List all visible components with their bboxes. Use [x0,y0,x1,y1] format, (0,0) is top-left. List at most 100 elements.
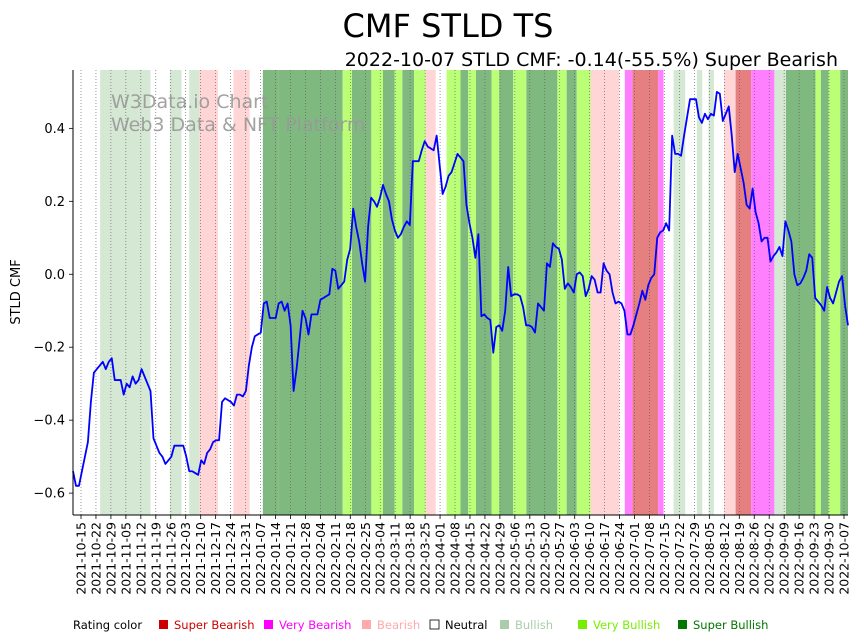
rating-band-18 [414,70,426,515]
x-tick-label: 2022-07-01 [627,522,642,595]
rating-band-19 [425,70,436,515]
watermark-line-1: W3Data.io Chart [111,91,268,113]
x-tick-label: 2021-12-03 [178,522,193,595]
x-tick-label: 2022-07-08 [642,522,657,595]
rating-band-50 [820,70,829,515]
rating-band-16 [394,70,403,515]
x-tick-label: 2022-02-25 [358,522,373,595]
legend-label: Neutral [445,618,487,632]
x-tick-label: 2022-04-22 [477,522,492,595]
x-tick-label: 2022-07-15 [657,522,672,595]
x-tick-label: 2022-08-05 [702,522,717,595]
x-tick-label: 2022-03-11 [388,522,403,595]
y-axis-label: STLD CMF [9,259,24,324]
x-tick-label: 2022-09-16 [792,522,807,595]
x-axis-ticks: 2021-10-15 2021-10-22 2021-10-29 2021-11-05… [74,515,852,595]
rating-band-35 [632,70,659,515]
rating-band-3 [169,70,182,515]
rating-band-28 [526,70,558,515]
legend-label: Bullish [515,618,553,632]
chart-subtitle: 2022-10-07 STLD CMF: -0.14(-55.5%) Super… [345,49,838,71]
rating-legend: Rating color Super Bearish Very Bearish Bea… [73,618,768,632]
chart-title: CMF STLD TS [343,7,554,45]
rating-band-11 [278,70,343,515]
legend-swatch [429,619,440,630]
rating-band-29 [557,70,567,515]
x-tick-label: 2022-03-04 [373,522,388,595]
x-tick-label: 2022-03-18 [403,522,418,595]
x-tick-label: 2022-06-17 [597,522,612,595]
rating-band-49 [815,70,821,515]
x-tick-label: 2021-12-31 [238,522,253,595]
legend-swatch [578,620,587,629]
y-axis-ticks: −0.6 −0.4 −0.2 0.0 0.2 0.4 [33,122,73,502]
rating-band-36 [658,70,664,515]
x-tick-label: 2022-04-01 [433,522,448,595]
x-tick-label: 2022-09-02 [762,522,777,595]
x-tick-label: 2021-12-17 [208,522,223,595]
x-tick-label: 2022-09-09 [777,522,792,595]
x-tick-label: 2022-07-29 [687,522,702,595]
x-tick-label: 2022-05-20 [537,522,552,595]
rating-band-45 [735,70,752,515]
rating-band-1 [100,70,151,515]
rating-band-31 [576,70,591,515]
x-tick-label: 2022-05-06 [507,522,522,595]
x-tick-label: 2022-08-19 [732,522,747,595]
x-tick-label: 2021-10-22 [88,522,103,595]
x-tick-label: 2021-11-26 [163,522,178,595]
legend-label: Very Bullish [593,618,660,632]
rating-band-15 [383,70,395,515]
y-tick-label: 0.2 [44,195,65,210]
x-tick-label: 2022-02-11 [328,522,343,595]
rating-band-46 [751,70,775,515]
rating-band-30 [566,70,577,515]
rating-band-44 [724,70,736,515]
x-tick-label: 2022-01-28 [298,522,313,595]
rating-band-6 [199,70,218,515]
rating-band-40 [696,70,703,515]
rating-band-24 [476,70,492,515]
x-tick-label: 2022-09-23 [807,522,822,595]
legend-label: Super Bullish [693,618,768,632]
y-tick-label: 0.0 [44,268,65,283]
rating-band-22 [460,70,469,515]
y-tick-label: −0.6 [33,487,65,502]
legend-swatch [362,620,371,629]
x-tick-label: 2021-11-05 [118,522,133,595]
x-tick-label: 2022-04-29 [492,522,507,595]
rating-band-27 [513,70,527,515]
x-tick-label: 2022-06-24 [612,522,627,595]
rating-band-51 [828,70,841,515]
x-tick-label: 2021-10-15 [74,522,89,595]
rating-band-42 [708,70,714,515]
x-tick-label: 2022-06-10 [582,522,597,595]
x-tick-label: 2022-10-07 [837,522,852,595]
x-tick-label: 2022-08-26 [747,522,762,595]
rating-band-25 [491,70,500,515]
rating-band-14 [371,70,383,515]
legend-swatch [678,620,687,629]
rating-bands [100,70,848,515]
rating-band-23 [468,70,476,515]
legend-label: Bearish [377,618,420,632]
x-tick-label: 2021-12-24 [223,522,238,595]
rating-band-34 [624,70,633,515]
x-tick-label: 2021-11-19 [148,522,163,595]
x-tick-label: 2022-01-21 [283,522,298,595]
x-tick-label: 2022-08-12 [717,522,732,595]
x-tick-label: 2022-05-13 [522,522,537,595]
rating-band-8 [233,70,250,515]
x-tick-label: 2022-02-04 [313,522,328,595]
x-tick-label: 2022-01-14 [268,522,283,595]
x-tick-label: 2021-10-29 [103,522,118,595]
legend-swatch [159,620,168,629]
rating-band-48 [786,70,816,515]
watermark-line-2: Web3 Data & NFT Platform [111,114,365,136]
x-tick-label: 2021-12-10 [193,522,208,595]
legend-title: Rating color [73,618,142,632]
rating-band-32 [590,70,620,515]
x-tick-label: 2022-06-03 [567,522,582,595]
rating-band-47 [774,70,786,515]
